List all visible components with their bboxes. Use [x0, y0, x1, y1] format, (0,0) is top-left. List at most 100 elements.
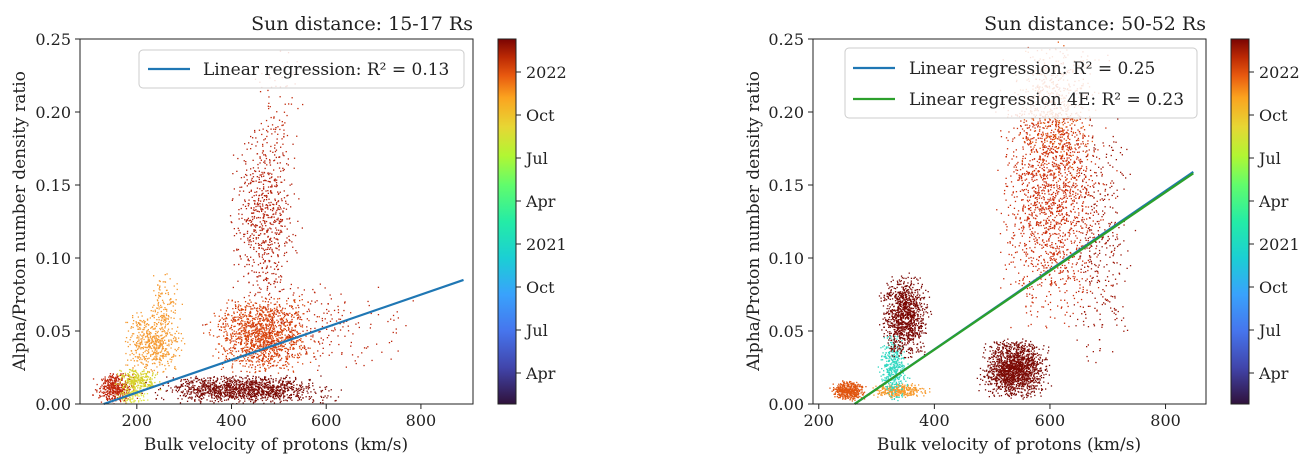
- scatter-point: [308, 379, 310, 381]
- scatter-point: [122, 386, 124, 388]
- scatter-point: [203, 377, 205, 379]
- scatter-point: [134, 389, 136, 391]
- scatter-point: [245, 163, 247, 165]
- scatter-point: [271, 186, 273, 188]
- scatter-point: [191, 380, 193, 382]
- scatter-point: [227, 386, 229, 388]
- scatter-point: [213, 376, 215, 378]
- scatter-point: [140, 338, 142, 340]
- scatter-point: [283, 367, 285, 369]
- scatter-point: [252, 167, 255, 169]
- scatter-point: [247, 349, 249, 351]
- scatter-point: [358, 326, 360, 329]
- scatter-point: [127, 341, 129, 343]
- scatter-point: [209, 321, 212, 323]
- scatter-point: [256, 323, 258, 325]
- scatter-point: [153, 290, 155, 292]
- scatter-point: [271, 365, 273, 367]
- scatter-point: [136, 397, 139, 399]
- scatter-point: [266, 229, 268, 232]
- scatter-point: [278, 233, 281, 235]
- scatter-point: [243, 356, 245, 358]
- scatter-point: [146, 342, 148, 344]
- scatter-point: [103, 394, 105, 397]
- scatter-point: [225, 338, 227, 340]
- scatter-point: [249, 384, 251, 387]
- scatter-point: [118, 387, 120, 389]
- scatter-point: [128, 374, 131, 376]
- scatter-point: [240, 387, 242, 389]
- scatter-point: [261, 229, 263, 231]
- scatter-point: [163, 313, 165, 315]
- scatter-point: [253, 248, 255, 250]
- scatter-point: [275, 353, 277, 355]
- scatter-point: [166, 376, 168, 378]
- scatter-point: [165, 333, 167, 335]
- scatter-point: [238, 304, 240, 306]
- scatter-point: [230, 386, 232, 389]
- scatter-point: [298, 389, 300, 392]
- scatter-point: [261, 296, 263, 298]
- scatter-point: [267, 89, 269, 92]
- scatter-point: [265, 180, 267, 182]
- scatter-point: [137, 379, 139, 381]
- scatter-point: [166, 344, 168, 346]
- scatter-point: [158, 288, 160, 290]
- scatter-point: [228, 389, 230, 391]
- scatter-point: [190, 393, 192, 395]
- scatter-point: [260, 174, 262, 176]
- scatter-point: [283, 399, 285, 402]
- scatter-point: [283, 323, 285, 325]
- scatter-point: [161, 344, 163, 346]
- scatter-point: [275, 326, 278, 328]
- scatter-point: [199, 381, 201, 384]
- scatter-point: [121, 393, 123, 395]
- scatter-point: [274, 286, 276, 288]
- scatter-point: [296, 331, 298, 334]
- scatter-point: [142, 379, 144, 381]
- scatter-point: [283, 312, 285, 314]
- scatter-point: [242, 347, 245, 349]
- scatter-point: [257, 346, 259, 349]
- scatter-point: [96, 383, 98, 386]
- scatter-point: [220, 392, 222, 394]
- scatter-point: [268, 336, 270, 338]
- scatter-point: [253, 382, 255, 384]
- scatter-point: [282, 337, 284, 339]
- scatter-point: [282, 307, 284, 309]
- scatter-point: [337, 311, 340, 314]
- scatter-point: [277, 348, 279, 350]
- scatter-point: [263, 394, 265, 396]
- scatter-point: [215, 396, 217, 398]
- scatter-point: [254, 229, 257, 231]
- scatter-point: [334, 327, 336, 329]
- scatter-point: [275, 227, 277, 229]
- scatter-point: [218, 387, 220, 389]
- scatter-point: [127, 364, 129, 366]
- scatter-point: [326, 397, 328, 399]
- scatter-point: [164, 331, 166, 333]
- scatter-point: [251, 344, 253, 346]
- scatter-point: [155, 294, 157, 297]
- scatter-point: [320, 303, 323, 305]
- scatter-point: [119, 387, 121, 389]
- scatter-point: [155, 340, 157, 342]
- scatter-point: [206, 399, 208, 401]
- scatter-point: [129, 376, 131, 378]
- scatter-point: [253, 195, 255, 197]
- scatter-point: [178, 389, 180, 391]
- scatter-point: [284, 347, 286, 350]
- scatter-point: [286, 358, 289, 360]
- scatter-point: [160, 310, 162, 313]
- scatter-point: [286, 260, 288, 263]
- scatter-point: [168, 345, 170, 347]
- scatter-point: [229, 327, 231, 330]
- scatter-point: [125, 391, 128, 393]
- scatter-point: [147, 329, 149, 331]
- scatter-point: [291, 97, 293, 99]
- scatter-point: [250, 342, 252, 344]
- scatter-point: [235, 344, 237, 346]
- scatter-point: [203, 380, 205, 382]
- scatter-point: [264, 370, 267, 372]
- scatter-point: [242, 204, 244, 206]
